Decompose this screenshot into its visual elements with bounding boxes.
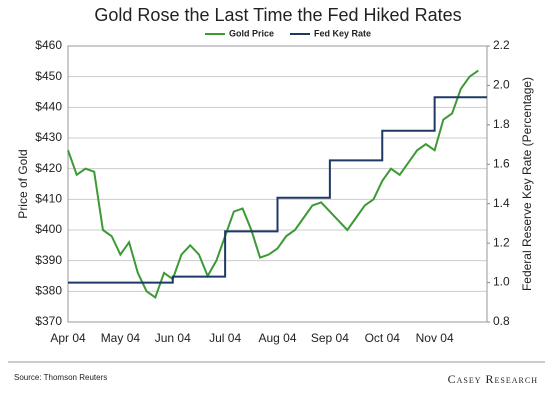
- y-tick-label: $450: [35, 69, 62, 83]
- y2-tick-label: 1.4: [493, 196, 510, 210]
- y-tick-label: $370: [35, 314, 62, 328]
- plot-frame: [67, 45, 488, 323]
- logo: Casey Research: [448, 372, 538, 386]
- legend-label: Fed Key Rate: [314, 28, 371, 38]
- chart-title: Gold Rose the Last Time the Fed Hiked Ra…: [94, 5, 461, 25]
- y-tick-label: $410: [35, 192, 62, 206]
- y-tick-label: $380: [35, 284, 62, 298]
- legend-label: Gold Price: [229, 28, 274, 38]
- x-tick-label: Sep 04: [311, 331, 349, 345]
- y2-tick-label: 2.0: [493, 78, 510, 92]
- x-tick-label: Jul 04: [209, 331, 241, 345]
- x-tick-label: Aug 04: [258, 331, 296, 345]
- y2-tick-label: 1.6: [493, 156, 510, 170]
- y2-axis-title: Federal Reserve Key Rate (Percentage): [520, 77, 534, 291]
- y-tick-label: $400: [35, 222, 62, 236]
- series-line: [67, 69, 479, 300]
- y-axis-title: Price of Gold: [16, 149, 30, 218]
- y-tick-label: $460: [35, 38, 62, 52]
- y2-tick-label: 1.0: [493, 275, 510, 289]
- x-tick-label: Apr 04: [50, 331, 86, 345]
- y2-tick-label: 2.2: [493, 38, 510, 52]
- series-line: [68, 96, 487, 284]
- y-tick-label: $430: [35, 130, 62, 144]
- y2-tick-label: 0.8: [493, 314, 510, 328]
- y-tick-label: $440: [35, 100, 62, 114]
- x-tick-label: Oct 04: [365, 331, 401, 345]
- y-tick-label: $420: [35, 161, 62, 175]
- x-tick-label: Nov 04: [416, 331, 454, 345]
- y2-tick-label: 1.2: [493, 235, 510, 249]
- x-tick-label: Jun 04: [155, 331, 191, 345]
- x-tick-label: May 04: [101, 331, 141, 345]
- source: Source: Thomson Reuters: [14, 373, 107, 382]
- y-tick-label: $390: [35, 253, 62, 267]
- y2-tick-label: 1.8: [493, 117, 510, 131]
